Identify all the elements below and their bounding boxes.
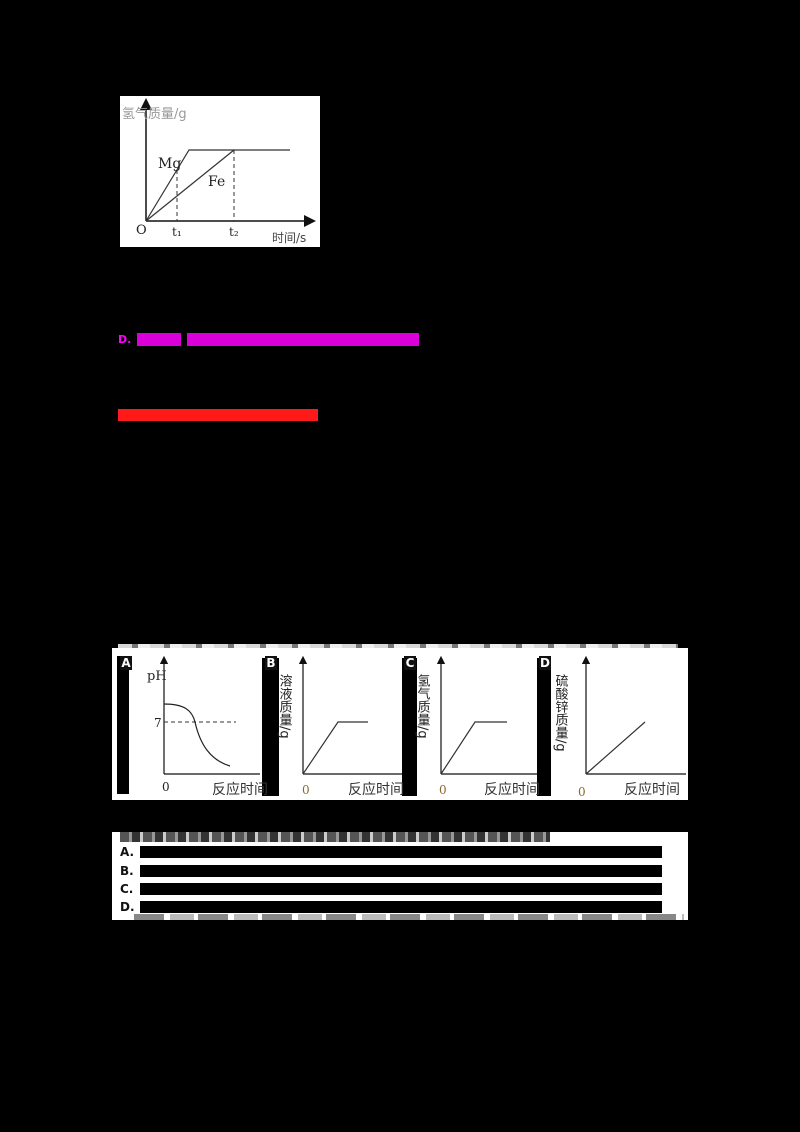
red-highlight-line: [118, 407, 318, 422]
choice-a[interactable]: A.: [120, 845, 662, 859]
graph-b: 溶液质量/g 0 反应时间: [277, 655, 404, 798]
choice-a-text-redacted: [140, 846, 662, 858]
choice-b-label: B.: [120, 864, 134, 878]
series-label-fe: Fe: [208, 174, 225, 190]
graph-d-y-label: 硫酸锌质量/g: [553, 674, 569, 752]
tick-t2: t₂: [229, 225, 239, 239]
choice-b-text-redacted: [140, 865, 662, 877]
option-graphs: pH 7 0 反应时间 溶液质量/g 0 反应时间 氢气质量/g 0 反应时间: [117, 655, 686, 799]
hydrogen-mass-figure: 氢气质量/g Mg Fe O t₁ t₂ 时间/s: [120, 96, 320, 247]
graph-c-y-label: 氢气质量/g: [415, 674, 431, 739]
magenta-highlight-text: [187, 333, 420, 346]
y-axis-label-1: 氢气质量/g: [122, 106, 187, 122]
series-label-mg: Mg: [158, 156, 181, 172]
choice-a-label: A.: [120, 845, 135, 859]
graph-a-y-label: pH: [147, 669, 167, 684]
choice-c-text-redacted: [140, 883, 662, 895]
graph-a-x-label: 反应时间: [212, 781, 268, 798]
magenta-highlight-segment: [137, 333, 182, 346]
choice-d-label: D.: [120, 900, 135, 914]
graph-c: 氢气质量/g 0 反应时间: [415, 655, 540, 798]
question-stem-blurred: [118, 644, 678, 648]
choice-b[interactable]: B.: [120, 864, 662, 878]
hydrogen-mass-chart: 氢气质量/g Mg Fe O t₁ t₂ 时间/s: [122, 98, 316, 245]
choices-block: A. B. C. D.: [112, 832, 688, 920]
option-c-label: C: [404, 656, 416, 670]
option-b-label: B: [265, 656, 277, 670]
graph-d: 硫酸锌质量/g 0 反应时间: [553, 655, 686, 799]
graph-d-x-label: 反应时间: [624, 781, 680, 798]
choice-d[interactable]: D.: [120, 900, 662, 914]
graph-b-y-label: 溶液质量/g: [277, 674, 293, 739]
graph-b-origin: 0: [302, 783, 310, 797]
red-highlight-text: [118, 408, 318, 421]
graph-c-origin: 0: [439, 783, 447, 797]
choice-c-label: C.: [120, 882, 134, 896]
choices-tail-blurred: [134, 914, 684, 920]
graph-a: pH 7 0 反应时间: [147, 655, 268, 798]
option-d-label: D.: [118, 333, 132, 346]
choices-stem-blurred: [120, 832, 550, 842]
graph-c-x-label: 反应时间: [484, 781, 540, 798]
graph-b-x-label: 反应时间: [348, 781, 404, 798]
option-d-label-graph: D: [539, 656, 551, 670]
choice-d-text-redacted: [140, 901, 662, 913]
magenta-highlight-line: D.: [118, 331, 420, 348]
choice-c[interactable]: C.: [120, 882, 662, 896]
tick-t1: t₁: [172, 225, 182, 239]
origin-label: O: [136, 223, 147, 238]
graph-a-origin: 0: [162, 780, 170, 794]
x-axis-label-1: 时间/s: [272, 231, 306, 245]
graph-a-y-tick: 7: [154, 716, 162, 730]
option-a-label: A: [120, 656, 132, 670]
graph-d-origin: 0: [578, 785, 586, 799]
option-graphs-panel: pH 7 0 反应时间 溶液质量/g 0 反应时间 氢气质量/g 0 反应时间: [112, 648, 688, 800]
